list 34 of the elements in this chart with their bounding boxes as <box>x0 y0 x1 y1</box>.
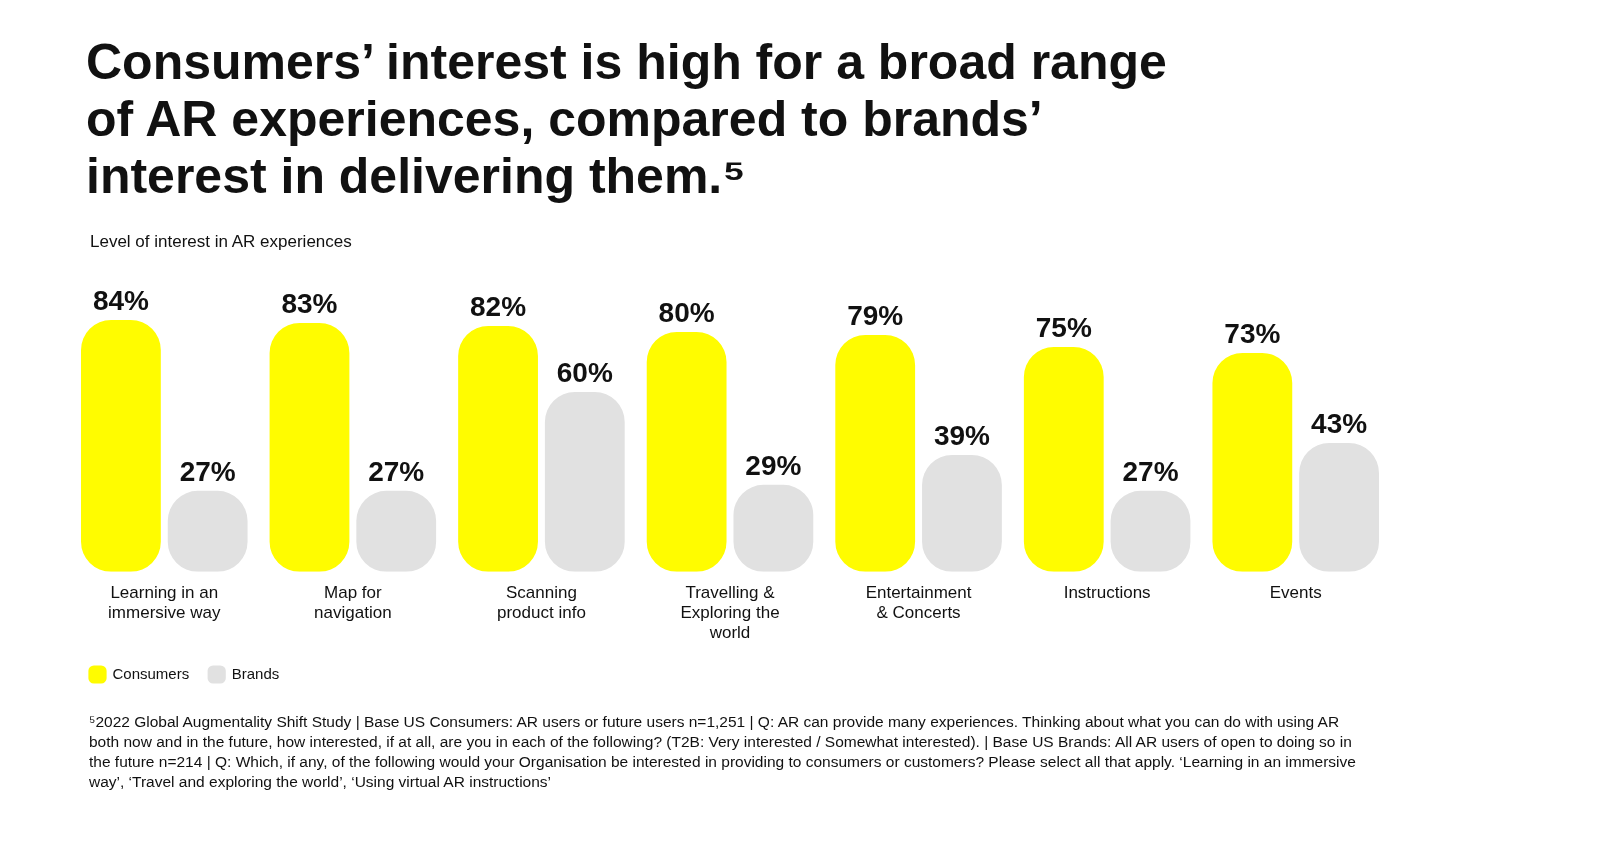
data-label: 79% <box>847 299 904 331</box>
bar <box>1212 352 1293 572</box>
data-label: 27% <box>368 455 425 487</box>
x-tick-label: Scanning product info <box>497 582 586 623</box>
data-label: 27% <box>1122 455 1179 487</box>
bar <box>835 334 916 572</box>
bar <box>81 319 161 572</box>
data-label: 84% <box>92 284 150 316</box>
legend-label: Consumers <box>112 664 190 682</box>
x-tick-label: Events <box>1269 582 1322 602</box>
data-label: 43% <box>1311 407 1368 439</box>
x-tick-label: Entertainment & Concerts <box>865 582 972 623</box>
chart-title: Consumers’ interest is high for a broad range of AR experiences, compared to brands’ interest in delivering them.⁵ <box>86 34 1168 205</box>
x-tick-label: Instructions <box>1063 582 1151 602</box>
data-label: 80% <box>658 296 715 328</box>
x-tick-label: Learning in an immersive way <box>108 582 221 623</box>
text: ⁵2022 Global Augmentality Shift Study | Base US Consumers: AR users or future users n=1,251 | Q: AR can provide many experiences. Thinking about what you can do with using AR both now and in the future, how interested, if at all, are you in each of the following? (T2B: Very interested / Somewhat interested). | Base US Brands: All AR users of open to doing so in the future n=214 | Q: Which, if any, of the following would your Organisation be interested in providing to consumers or customers? Please select all that apply. ‘Learning in an immersive way’, ‘Travel and exploring the world’, ‘Using virtual AR instructions’ <box>89 712 1357 792</box>
data-label: 75% <box>1035 311 1092 343</box>
data-label: 82% <box>470 290 527 322</box>
data-label: 60% <box>556 356 613 388</box>
bar <box>544 391 625 572</box>
bar <box>269 322 350 572</box>
bar <box>1023 346 1104 572</box>
bar <box>646 331 727 572</box>
data-label: 73% <box>1224 317 1281 349</box>
x-tick-label: Travelling & Exploring the world <box>680 582 780 643</box>
chart-subtitle: Level of interest in AR experiences <box>90 232 352 252</box>
data-label: 83% <box>281 287 338 319</box>
x-tick-label: Map for navigation <box>314 582 392 623</box>
legend-label: Brands <box>231 664 280 682</box>
data-label: 27% <box>179 455 236 487</box>
data-label: 39% <box>933 419 991 451</box>
bar <box>458 325 538 572</box>
data-label: 29% <box>745 449 802 481</box>
